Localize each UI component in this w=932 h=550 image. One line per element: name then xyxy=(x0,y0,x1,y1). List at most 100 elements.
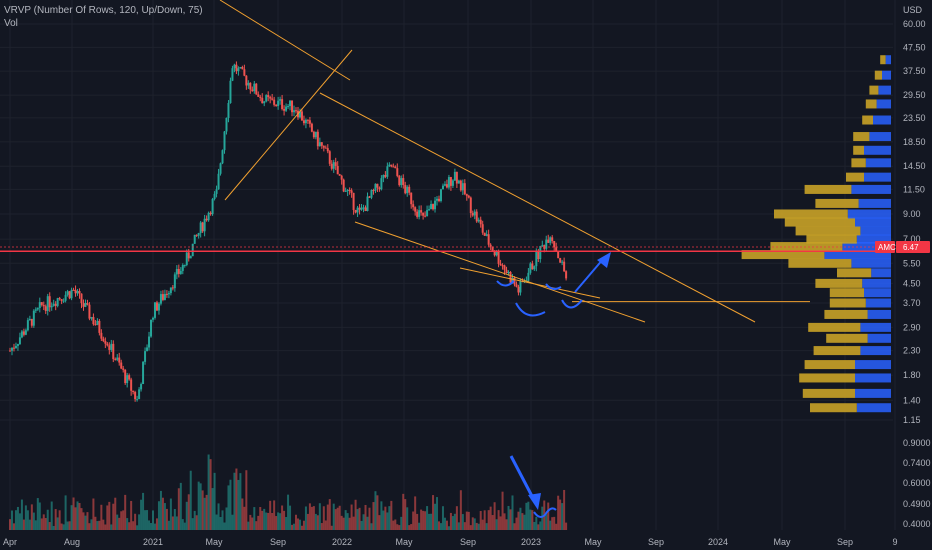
candle-body xyxy=(443,184,446,186)
vp-bar-up xyxy=(804,184,852,194)
candle-body xyxy=(211,198,214,215)
volume-bar xyxy=(404,499,407,530)
volume-bar xyxy=(418,522,421,530)
candle-body xyxy=(330,163,333,169)
volume-bar xyxy=(146,510,149,530)
candle-body xyxy=(455,171,458,184)
candle-body xyxy=(195,234,198,236)
candle-body xyxy=(352,192,355,210)
candle-body xyxy=(459,180,462,191)
volume-tick: 0.4000 xyxy=(903,519,931,529)
volume-bar xyxy=(104,524,107,530)
candle-body xyxy=(406,186,409,194)
candle-body xyxy=(322,145,325,148)
volume-bar xyxy=(128,522,131,530)
candle-body xyxy=(404,185,407,194)
volume-bar xyxy=(231,514,234,530)
price-tick: 29.50 xyxy=(903,90,926,100)
candle-body xyxy=(390,164,393,167)
volume-bar xyxy=(402,493,405,530)
volume-bar xyxy=(112,503,115,530)
candle-body xyxy=(281,99,284,110)
time-tick: May xyxy=(205,537,223,547)
candle-body xyxy=(332,162,335,169)
volume-bar xyxy=(396,524,399,530)
candle-body xyxy=(465,194,468,196)
volume-bar xyxy=(28,519,31,530)
volume-bar xyxy=(283,510,286,530)
volume-bar xyxy=(479,511,482,530)
annotation-stroke xyxy=(496,280,515,287)
volume-bar xyxy=(477,523,480,530)
candle-body xyxy=(300,111,303,121)
candle-body xyxy=(362,207,365,209)
vp-bar-up xyxy=(741,250,825,260)
volume-bar xyxy=(148,520,151,530)
volume-bar xyxy=(108,501,111,530)
volume-bar xyxy=(547,502,550,530)
vp-bar-up xyxy=(815,198,859,208)
vp-bar-down xyxy=(865,298,891,308)
candle-body xyxy=(169,287,172,294)
candle-body xyxy=(46,296,49,311)
volume-bar xyxy=(22,519,25,530)
volume-bar xyxy=(163,503,166,530)
candle-body xyxy=(400,178,403,186)
volume-bar xyxy=(314,513,317,530)
candle-body xyxy=(368,196,371,198)
time-tick: May xyxy=(584,537,602,547)
volume-bar xyxy=(302,520,305,530)
candle-body xyxy=(86,303,89,305)
volume-bar xyxy=(102,519,105,530)
candle-body xyxy=(475,211,478,222)
candle-body xyxy=(102,338,105,342)
candle-body xyxy=(38,302,41,308)
vp-bar-up xyxy=(770,242,843,252)
volume-label[interactable]: Vol xyxy=(4,18,18,29)
vp-bar-down xyxy=(855,217,891,227)
volume-bar xyxy=(287,494,290,530)
candle-body xyxy=(259,96,262,98)
candle-body xyxy=(199,222,202,233)
candle-body xyxy=(426,210,429,217)
vrvp-label[interactable]: VRVP (Number Of Rows, 120, Up/Down, 75) xyxy=(4,5,203,16)
price-tick: 9.00 xyxy=(903,209,921,219)
volume-bar xyxy=(420,509,423,530)
volume-bar xyxy=(247,521,250,530)
vp-bar-up xyxy=(874,70,882,80)
price-tick: 1.15 xyxy=(903,415,921,425)
volume-bar xyxy=(157,501,160,530)
time-tick: Apr xyxy=(3,537,17,547)
volume-bar xyxy=(372,502,375,530)
volume-bar xyxy=(386,512,389,530)
volume-bar xyxy=(376,495,379,530)
trend-line xyxy=(219,0,351,81)
vp-bar-down xyxy=(824,250,891,260)
candle-body xyxy=(267,95,270,98)
volume-bar xyxy=(497,510,500,530)
candle-body xyxy=(124,369,127,384)
volume-bar xyxy=(434,503,437,530)
candle-body xyxy=(112,343,115,360)
candle-body xyxy=(493,251,496,256)
arrow-head-icon xyxy=(597,252,611,268)
volume-bar xyxy=(54,509,57,530)
volume-bar xyxy=(412,511,415,530)
volume-bar xyxy=(334,509,337,530)
volume-bar xyxy=(76,501,79,530)
candle-body xyxy=(16,344,19,346)
volume-bar xyxy=(249,514,252,530)
ticker-badge xyxy=(875,241,895,254)
volume-bar xyxy=(511,495,514,530)
candle-body xyxy=(533,266,536,270)
candle-body xyxy=(563,261,566,272)
candle-body xyxy=(511,277,514,283)
volume-bar xyxy=(515,517,518,530)
candle-body xyxy=(215,189,218,194)
volume-bar xyxy=(529,509,532,530)
candle-body xyxy=(382,174,385,179)
volume-bar xyxy=(356,509,359,530)
volume-bar xyxy=(16,506,19,530)
price-tick: 7.00 xyxy=(903,234,921,244)
